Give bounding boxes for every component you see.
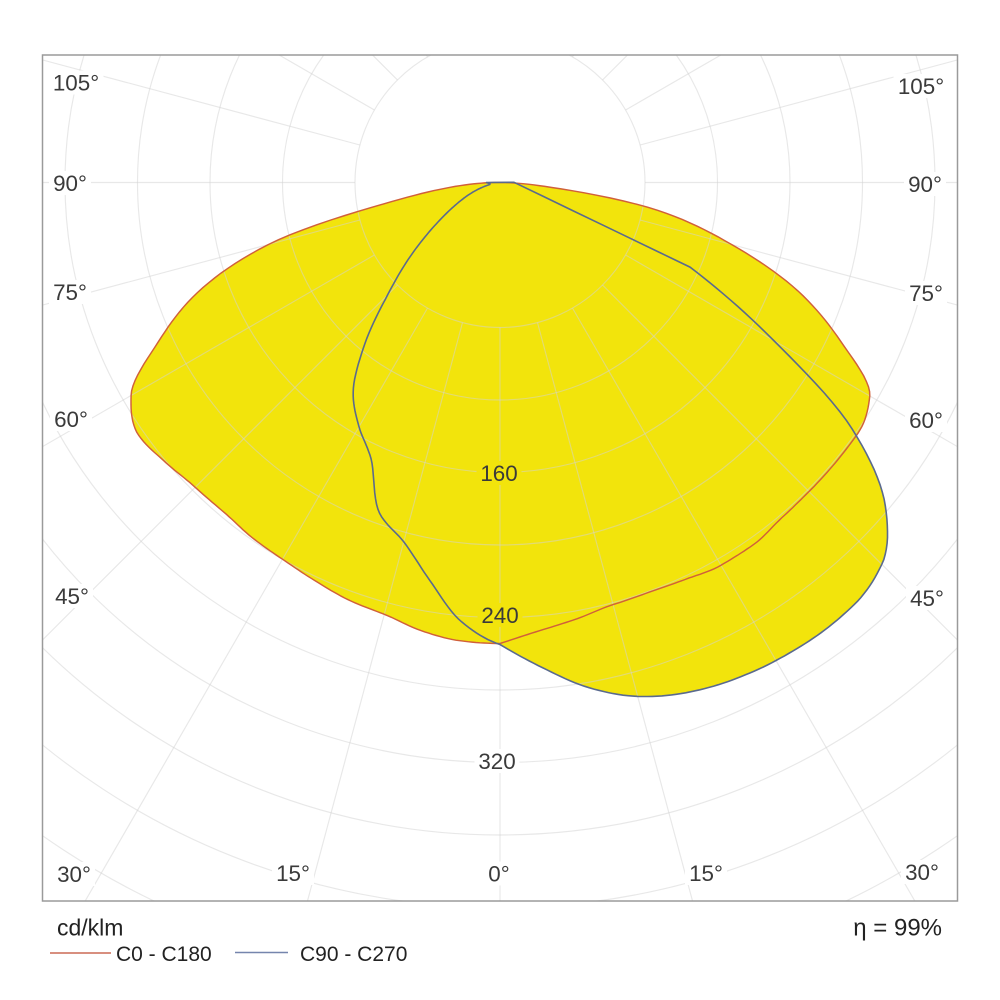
svg-text:0°: 0° bbox=[488, 862, 509, 887]
svg-text:C90 - C270: C90 - C270 bbox=[300, 943, 407, 966]
svg-text:60°: 60° bbox=[54, 407, 88, 432]
svg-text:240: 240 bbox=[481, 603, 518, 628]
svg-text:90°: 90° bbox=[908, 172, 942, 197]
svg-text:90°: 90° bbox=[53, 171, 87, 196]
svg-text:75°: 75° bbox=[53, 280, 87, 305]
svg-text:30°: 30° bbox=[57, 862, 91, 887]
svg-text:15°: 15° bbox=[276, 861, 310, 886]
svg-text:105°: 105° bbox=[898, 74, 944, 99]
svg-text:160: 160 bbox=[480, 461, 517, 486]
svg-text:60°: 60° bbox=[909, 408, 943, 433]
svg-text:C0 - C180: C0 - C180 bbox=[116, 943, 212, 966]
svg-text:15°: 15° bbox=[689, 861, 723, 886]
svg-text:η = 99%: η = 99% bbox=[853, 915, 942, 942]
svg-text:320: 320 bbox=[478, 749, 515, 774]
svg-text:30°: 30° bbox=[905, 860, 939, 885]
svg-text:45°: 45° bbox=[910, 586, 944, 611]
svg-text:105°: 105° bbox=[53, 71, 99, 96]
svg-text:cd/klm: cd/klm bbox=[57, 914, 123, 940]
svg-text:45°: 45° bbox=[55, 584, 89, 609]
svg-text:75°: 75° bbox=[909, 281, 943, 306]
